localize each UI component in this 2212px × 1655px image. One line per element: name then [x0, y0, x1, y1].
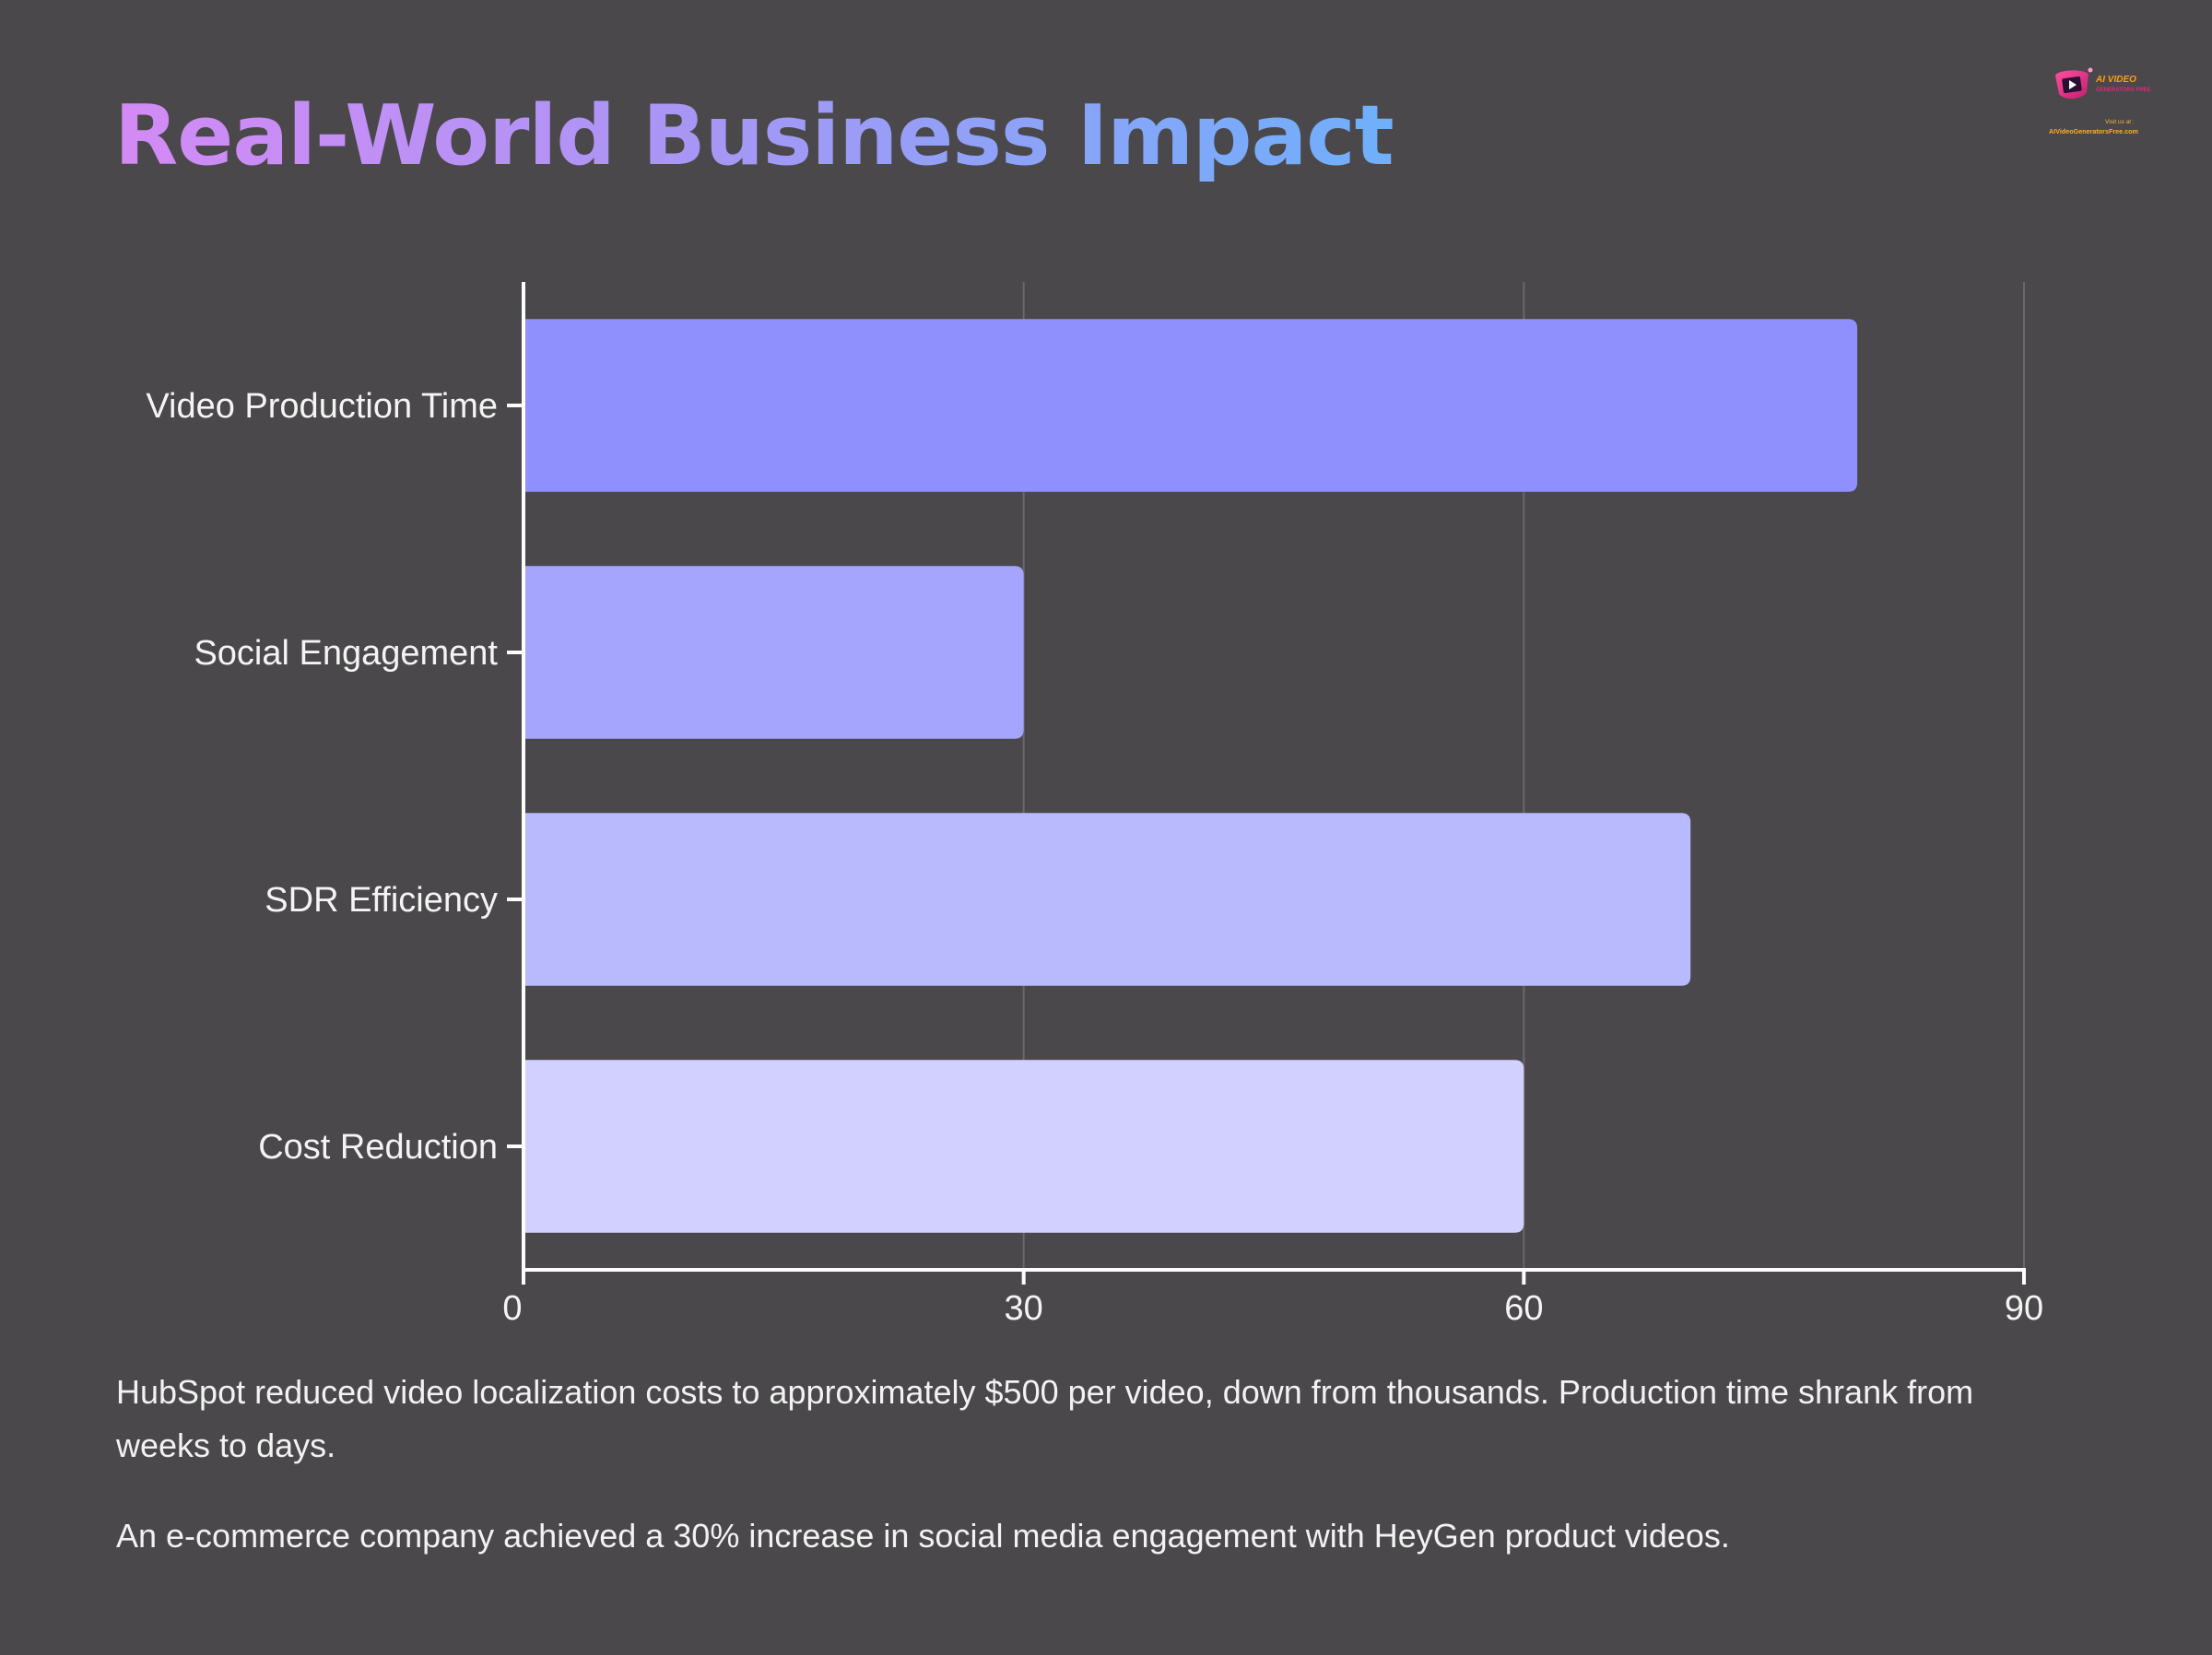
x-tick-label: 90 — [2005, 1289, 2043, 1328]
bar-social-engagement — [524, 566, 1024, 739]
y-tick-label: SDR Efficiency — [265, 881, 498, 920]
y-tick-label: Cost Reduction — [258, 1128, 498, 1167]
y-tick-label: Social Engagement — [194, 634, 498, 673]
bar-video-production-time — [524, 319, 1858, 492]
svg-text:GENERATORS FREE: GENERATORS FREE — [2096, 88, 2150, 93]
bars — [524, 319, 1858, 1233]
bar-sdr-efficiency — [524, 813, 1691, 986]
labels: Video Production Time Social Engagement SD… — [146, 387, 2043, 1328]
svg-text:Visit us at :: Visit us at : — [2105, 119, 2135, 125]
caption-hubspot: HubSpot reduced video localization costs… — [116, 1373, 1974, 1464]
video-play-icon: AI VIDEO GENERATORS FREE Visit us at : A… — [2049, 67, 2150, 135]
bar-cost-reduction — [524, 1060, 1524, 1233]
bar-chart: Video Production Time Social Engagement SD… — [146, 282, 2043, 1328]
x-tick-label: 60 — [1504, 1289, 1543, 1328]
x-tick-label: 30 — [1005, 1289, 1043, 1328]
axes — [507, 282, 2026, 1285]
svg-text:AI VIDEO: AI VIDEO — [2095, 75, 2136, 85]
brand-logo[interactable]: AI VIDEO GENERATORS FREE Visit us at : A… — [2048, 66, 2186, 144]
caption-ecommerce: An e-commerce company achieved a 30% inc… — [116, 1517, 1730, 1555]
page-title: Real-World Business Impact — [114, 88, 1394, 184]
y-tick-label: Video Production Time — [146, 387, 498, 426]
svg-text:AIVideoGeneratorsFree.com: AIVideoGeneratorsFree.com — [2049, 127, 2138, 135]
x-tick-label: 0 — [502, 1289, 522, 1328]
